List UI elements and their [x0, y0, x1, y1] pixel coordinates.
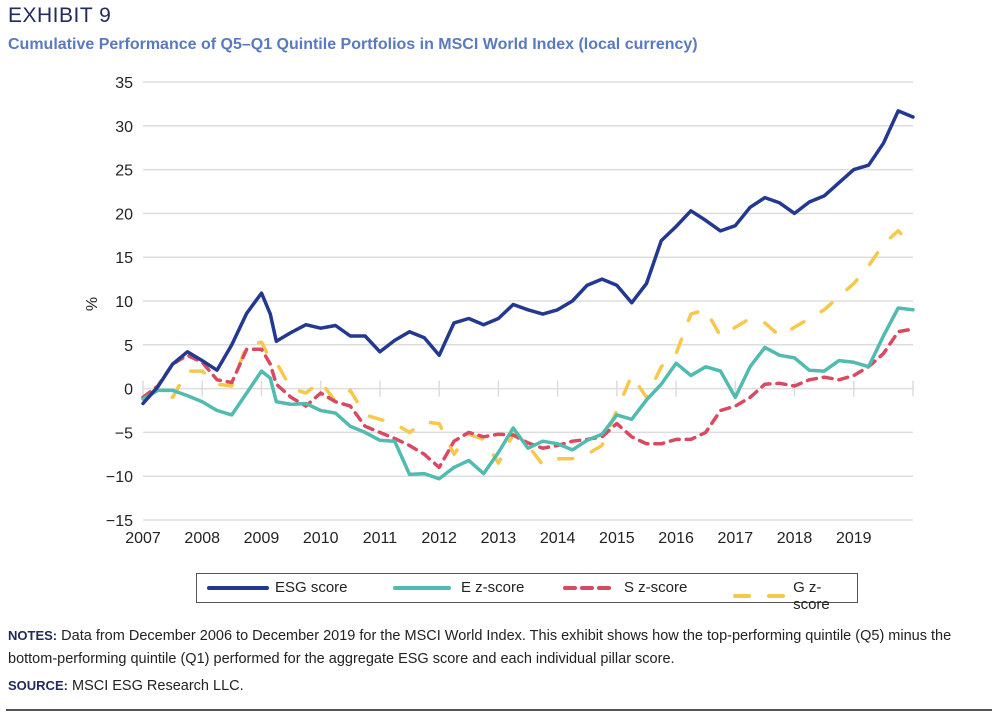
bottom-divider [6, 709, 992, 711]
y-tick-label: −15 [106, 513, 133, 530]
x-tick-label: 2009 [244, 530, 280, 547]
y-tick-label: 30 [115, 119, 133, 136]
y-axis-ticks: −15 −10 −5 0 5 10 15 20 25 30 35 [106, 75, 133, 530]
legend-item-g: G z-score [732, 579, 857, 613]
legend-item-esg: ESG score [207, 579, 348, 596]
legend-swatch-esg [207, 585, 269, 590]
legend: ESG score E z-score S z-score G z-score [196, 573, 858, 613]
y-tick-label: 15 [115, 250, 133, 267]
x-tick-label: 2011 [363, 530, 398, 547]
legend-swatch-e [393, 585, 451, 590]
y-axis-label: % [84, 297, 101, 311]
x-tick-label: 2018 [777, 530, 813, 547]
legend-item-e: E z-score [393, 579, 524, 596]
x-tick-label: 2014 [540, 530, 576, 547]
legend-label: ESG score [275, 579, 348, 596]
x-tick-label: 2016 [658, 530, 694, 547]
legend-swatch-g [733, 594, 786, 598]
x-tick-label: 2007 [125, 530, 161, 547]
y-tick-label: 0 [124, 382, 133, 399]
y-tick-label: 25 [115, 163, 133, 180]
y-tick-label: 20 [115, 206, 133, 223]
legend-label: S z-score [624, 579, 688, 596]
series-line-e [141, 306, 915, 481]
source-text: MSCI ESG Research LLC. [71, 678, 244, 694]
x-tick-label: 2008 [184, 530, 220, 547]
x-tick-label: 2013 [481, 530, 517, 547]
y-tick-label: −5 [115, 425, 133, 442]
source-label: SOURCE: [8, 678, 68, 693]
legend-swatch-s [563, 585, 616, 590]
series-lines [141, 109, 915, 481]
y-tick-label: 5 [124, 338, 133, 355]
legend-item-s: S z-score [562, 579, 687, 596]
x-tick-label: 2019 [836, 530, 872, 547]
notes-text: Data from December 2006 to December 2019… [8, 628, 952, 667]
series-line-s [141, 327, 915, 470]
y-tick-label: 10 [115, 294, 133, 311]
chart-title: Cumulative Performance of Q5–Q1 Quintile… [8, 36, 698, 53]
x-tick-label: 2017 [718, 530, 754, 547]
x-tick-label: 2015 [599, 530, 635, 547]
gridlines [142, 81, 914, 521]
notes-label: NOTES: [8, 628, 58, 643]
x-tick-label: 2012 [421, 530, 457, 547]
notes: NOTES: Data from December 2006 to Decemb… [8, 624, 993, 671]
exhibit-label: EXHIBIT 9 [8, 4, 112, 27]
legend-label: G z-score [793, 579, 830, 613]
source: SOURCE: MSCI ESG Research LLC. [8, 678, 244, 694]
legend-label: E z-score [461, 579, 525, 596]
series-line-esg [141, 109, 915, 406]
x-tick-label: 2010 [303, 530, 339, 547]
x-axis-ticks: 2007 2008 2009 2010 2011 2012 2013 2014 2015 2016… [125, 530, 871, 547]
y-tick-label: 35 [115, 75, 133, 92]
y-tick-label: −10 [106, 469, 133, 486]
